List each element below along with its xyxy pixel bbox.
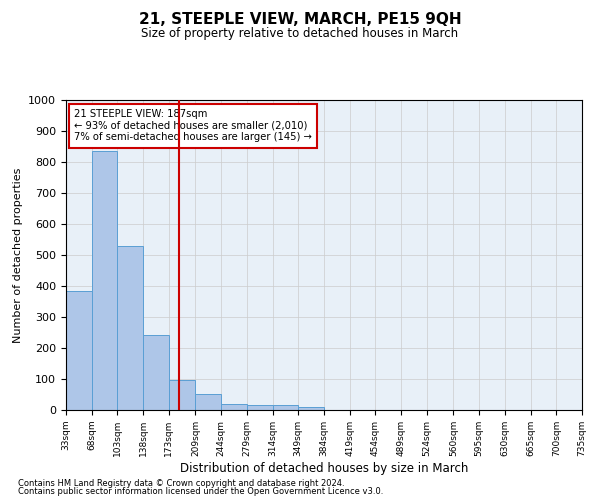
- Y-axis label: Number of detached properties: Number of detached properties: [13, 168, 23, 342]
- Bar: [92, 151, 118, 410]
- Text: 21 STEEPLE VIEW: 187sqm
← 93% of detached houses are smaller (2,010)
7% of semi-: 21 STEEPLE VIEW: 187sqm ← 93% of detache…: [74, 110, 311, 142]
- Bar: [66, 290, 92, 410]
- Bar: [118, 246, 143, 410]
- Text: 21, STEEPLE VIEW, MARCH, PE15 9QH: 21, STEEPLE VIEW, MARCH, PE15 9QH: [139, 12, 461, 28]
- Bar: [247, 404, 272, 410]
- Bar: [272, 405, 298, 410]
- Bar: [169, 380, 196, 410]
- X-axis label: Distribution of detached houses by size in March: Distribution of detached houses by size …: [180, 462, 468, 474]
- Text: Contains HM Land Registry data © Crown copyright and database right 2024.: Contains HM Land Registry data © Crown c…: [18, 478, 344, 488]
- Bar: [143, 335, 169, 410]
- Text: Size of property relative to detached houses in March: Size of property relative to detached ho…: [142, 28, 458, 40]
- Text: Contains public sector information licensed under the Open Government Licence v3: Contains public sector information licen…: [18, 487, 383, 496]
- Bar: [196, 394, 221, 410]
- Bar: [221, 404, 247, 410]
- Bar: [298, 406, 324, 410]
